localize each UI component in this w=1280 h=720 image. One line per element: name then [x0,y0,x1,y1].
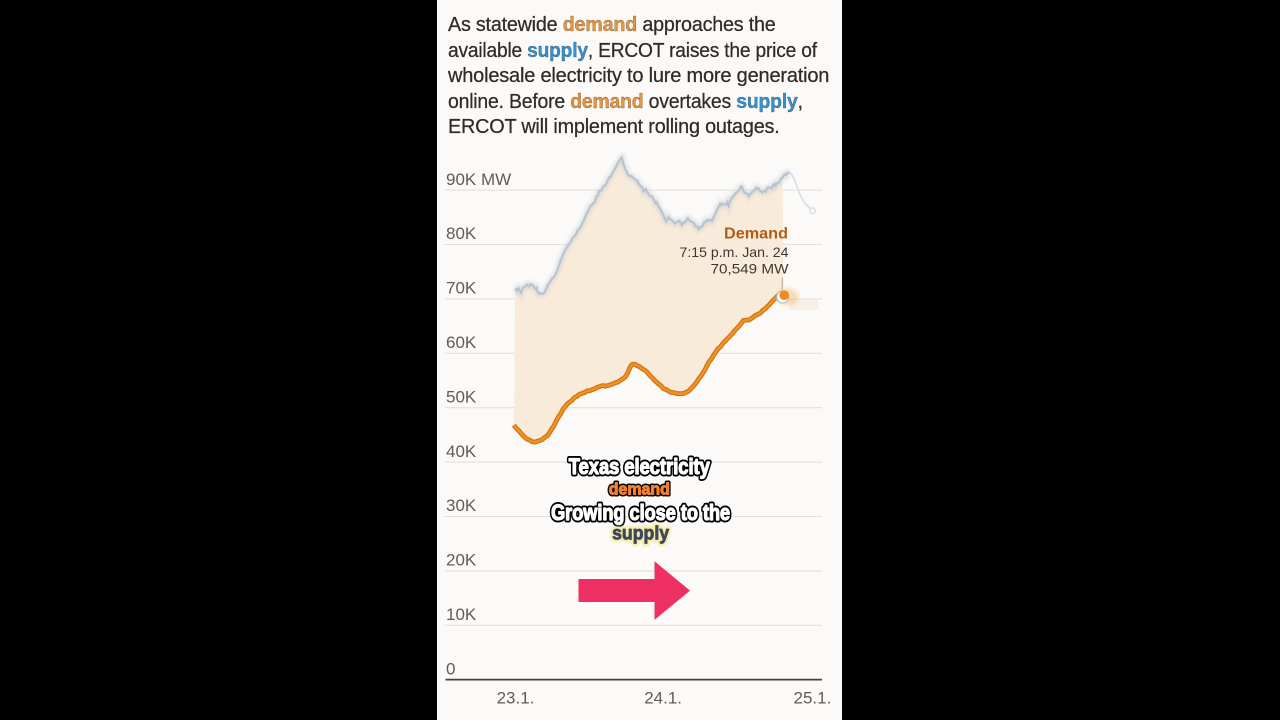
svg-text:supply: supply [612,522,669,544]
svg-text:Texas electricity: Texas electricity [569,454,711,479]
svg-text:80K: 80K [446,224,477,243]
svg-text:70,549 MW: 70,549 MW [711,261,790,277]
svg-text:supply: supply [612,522,669,544]
svg-text:70K: 70K [446,279,477,298]
svg-text:0: 0 [446,659,455,678]
svg-text:23.1.: 23.1. [497,689,535,708]
svg-text:Texas electricity: Texas electricity [569,454,711,479]
svg-text:7:15 p.m. Jan. 24: 7:15 p.m. Jan. 24 [680,244,789,260]
svg-text:40K: 40K [446,442,477,461]
svg-text:demand: demand [609,479,670,498]
svg-text:30K: 30K [446,496,477,515]
svg-text:24.1.: 24.1. [644,689,682,708]
svg-text:25.1.: 25.1. [793,689,831,708]
svg-text:50K: 50K [446,387,477,406]
svg-text:demand: demand [609,479,670,498]
svg-text:Demand: Demand [724,225,788,242]
svg-text:Growing close to the: Growing close to the [551,500,730,525]
svg-text:10K: 10K [446,605,477,624]
svg-text:90K MW: 90K MW [446,170,511,189]
svg-text:Growing close to the: Growing close to the [551,500,730,525]
svg-text:60K: 60K [446,333,477,352]
svg-text:20K: 20K [446,551,477,570]
